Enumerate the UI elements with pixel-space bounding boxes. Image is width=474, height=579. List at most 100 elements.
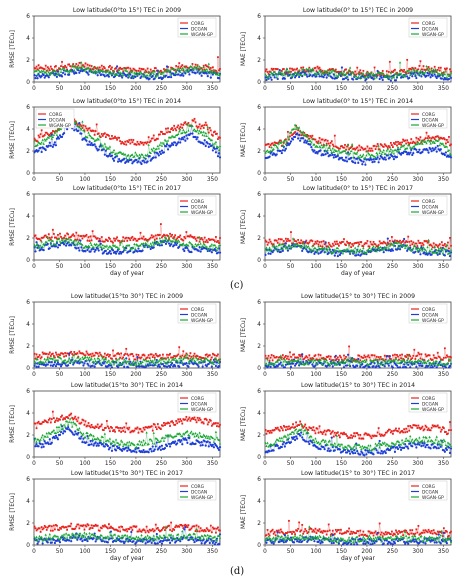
x-tick-label: 300	[181, 86, 192, 92]
data-point	[96, 66, 99, 69]
series-line-segment	[283, 77, 285, 79]
series-line-segment	[306, 68, 308, 70]
series-line-segment	[60, 75, 63, 77]
series-line-segment	[114, 67, 117, 69]
series-line-segment	[412, 73, 414, 77]
series-line-segment	[84, 69, 86, 71]
series-line-segment	[135, 72, 137, 75]
series-line-segment	[151, 75, 153, 78]
legend-label-dcgan: DCGAN	[422, 26, 438, 32]
series-line-segment	[424, 75, 426, 77]
x-tick-label: 200	[130, 177, 141, 183]
series-line-segment	[72, 70, 74, 72]
series-line-segment	[100, 74, 102, 76]
series-line-segment	[328, 69, 330, 71]
series-line-segment	[333, 135, 335, 147]
y-axis-label: MAE [TECu]	[241, 32, 247, 66]
data-point	[365, 71, 368, 74]
series-line-segment	[393, 69, 396, 71]
x-tick-label: 250	[387, 177, 398, 183]
series-line-segment	[141, 73, 143, 75]
series-line-segment	[89, 69, 91, 72]
data-point	[351, 70, 355, 74]
series-line-segment	[35, 75, 37, 79]
data-point	[370, 71, 373, 74]
series-line-segment	[389, 72, 392, 76]
series-line-segment	[328, 72, 330, 76]
data-point	[72, 63, 75, 65]
series-line-segment	[309, 74, 311, 77]
series-wgan-gp	[264, 61, 453, 80]
data-point	[304, 139, 307, 142]
series-line-segment	[195, 67, 197, 70]
series-line-segment	[323, 70, 325, 75]
series-line-segment	[429, 73, 431, 78]
y-tick-label: 6	[26, 14, 30, 20]
series-line-segment	[365, 78, 367, 81]
series-line-segment	[388, 75, 390, 77]
series-line-segment	[47, 75, 49, 78]
series-line-segment	[107, 66, 110, 71]
data-point	[142, 143, 145, 146]
series-line-segment	[342, 71, 345, 76]
y-axis-label: MAE [TECu]	[241, 123, 247, 157]
series-line-segment	[306, 74, 308, 77]
y-tick-label: 6	[26, 192, 30, 198]
series-line-segment	[327, 70, 329, 76]
series-line-segment	[435, 76, 437, 79]
series-line-segment	[139, 232, 141, 239]
series-line-segment	[191, 66, 193, 69]
series-line-segment	[88, 67, 90, 70]
legend-label-wgan-gp: WGAN-GP	[422, 32, 444, 38]
series-line-segment	[114, 73, 117, 75]
series-line-segment	[166, 66, 169, 78]
series-line-segment	[156, 70, 158, 75]
data-point	[126, 239, 129, 242]
x-tick-label: 150	[336, 86, 347, 92]
series-line-segment	[382, 76, 384, 81]
series-line-segment	[436, 76, 438, 79]
series-line-segment	[113, 76, 116, 78]
series-line-segment	[284, 70, 287, 74]
series-line-segment	[158, 71, 160, 73]
data-point	[46, 69, 49, 72]
series-line-segment	[38, 70, 40, 72]
series-line-segment	[302, 71, 304, 77]
series-line-segment	[35, 66, 37, 69]
legend-label-corg: CORG	[422, 112, 436, 118]
series-line-segment	[48, 72, 50, 76]
series-dcgan	[264, 132, 453, 166]
x-tick-label: 0	[263, 177, 267, 183]
data-point	[302, 68, 305, 71]
series-line-segment	[413, 72, 415, 74]
series-line-segment	[99, 67, 101, 71]
series-line-segment	[380, 76, 382, 78]
series-line-segment	[60, 69, 63, 72]
data-point	[202, 65, 205, 68]
series-line-segment	[139, 71, 141, 73]
series-corg	[33, 56, 221, 75]
series-line-segment	[392, 76, 395, 78]
chart-title: Low latitude(0°to 15°) TEC in 2014	[73, 97, 181, 105]
series-line-segment	[345, 69, 348, 74]
data-point	[402, 70, 404, 73]
data-point	[198, 129, 201, 132]
series-line-segment	[359, 70, 361, 73]
series-line-segment	[130, 74, 132, 79]
data-point	[326, 68, 329, 72]
series-line-segment	[44, 65, 46, 70]
series-line-segment	[326, 70, 328, 73]
series-line-segment	[193, 67, 195, 70]
y-axis-label: RMSE [TECu]	[10, 208, 16, 246]
series-line-segment	[43, 70, 45, 73]
series-line-segment	[129, 71, 131, 77]
data-point	[116, 138, 118, 141]
series-line-segment	[345, 73, 348, 77]
x-tick-label: 250	[156, 264, 167, 270]
series-line-segment	[201, 70, 203, 73]
series-line-segment	[204, 65, 206, 70]
series-line-segment	[270, 71, 272, 74]
